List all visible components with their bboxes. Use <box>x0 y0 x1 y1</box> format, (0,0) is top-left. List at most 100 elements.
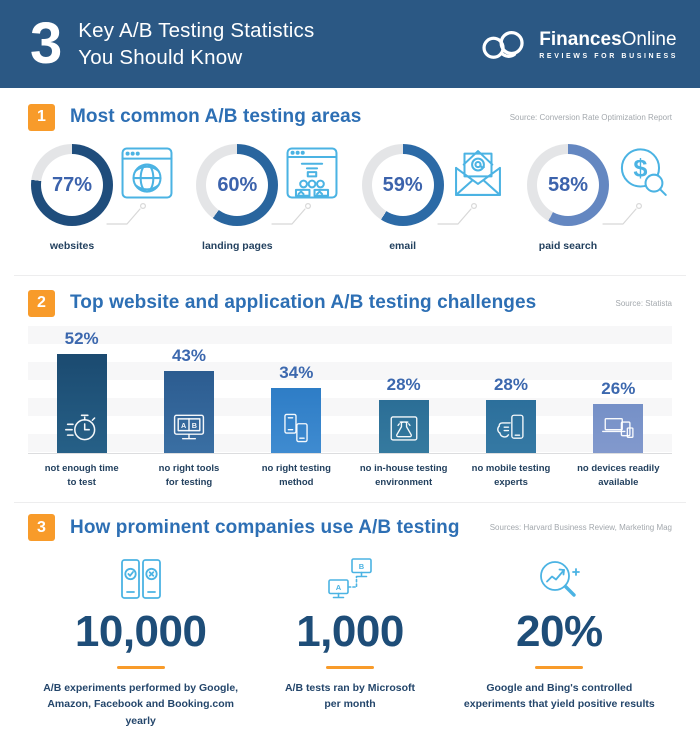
bar-slot: 28% <box>350 326 457 453</box>
section2-source: Source: Statista <box>615 298 672 308</box>
stat-google-bing: 20% Google and Bing's controlled experim… <box>455 553 664 729</box>
label-line: to test <box>67 477 96 489</box>
stat-value: 20% <box>516 606 603 656</box>
connector-line <box>602 202 642 225</box>
stat-description: A/B tests ran by Microsoft per month <box>245 680 454 713</box>
donut-value-email: 59% <box>371 154 434 216</box>
hand-phone-icon <box>497 414 524 439</box>
label-line: no right tools <box>158 463 220 474</box>
bar-no-devices-available <box>593 404 644 453</box>
bar-slot: 43% A B <box>135 326 242 453</box>
stat-icon-wrap <box>455 553 664 603</box>
bar-value-label: 43% <box>171 346 206 365</box>
label-line: no devices readily <box>577 463 660 474</box>
donut-value-paid-search: 58% <box>536 154 599 216</box>
stat-icon-wrap: B A <box>245 553 454 603</box>
stat-icon-wrap <box>36 553 245 603</box>
bar-slot: 34% <box>243 326 350 453</box>
connector-line <box>271 202 312 225</box>
connector-line <box>437 202 477 225</box>
label-line: for testing <box>165 477 213 489</box>
label-line: experts <box>494 477 528 489</box>
section1-title: Most common A/B testing areas <box>70 106 362 127</box>
donut-item-email: 59% email <box>357 144 509 264</box>
page-title: Key A/B Testing Statistics You Should Kn… <box>78 17 314 71</box>
devices-icon <box>602 417 634 439</box>
stat-description: Google and Bing's controlled experiments… <box>455 680 664 713</box>
donut-label-paid-search: paid search <box>538 240 598 252</box>
section-divider <box>14 501 686 503</box>
magnifier-chart-icon <box>540 560 581 597</box>
donut-item-websites: 77% websites <box>26 144 178 264</box>
bar-category-label: no in-house testing environment <box>350 462 457 491</box>
donut-value-landing-pages: 60% <box>206 154 269 216</box>
donut-label-websites: websites <box>49 240 95 252</box>
cloud-logo-icon <box>482 30 524 59</box>
bar-chart-plot: 52% 43% A B <box>28 326 672 454</box>
desc-line: experiments that yield positive results <box>463 698 655 711</box>
label-line: no mobile testing <box>471 463 551 474</box>
bar-not-enough-time <box>56 354 107 453</box>
phones-sync-icon <box>284 413 309 443</box>
desc-line: Amazon, Facebook and Booking.com yearly <box>47 698 235 727</box>
label-line: no in-house testing <box>359 463 448 474</box>
stat-microsoft: B A 1,000 A/B tests ran by Microsoft per… <box>245 553 454 729</box>
paid-search-icon: $ <box>620 148 667 196</box>
header-big-number: 3 <box>30 11 63 76</box>
bar-category-label: no right testing method <box>243 462 350 491</box>
section2-header: 2 Top website and application A/B testin… <box>0 288 700 318</box>
svg-text:B: B <box>192 421 197 430</box>
desc-line: A/B tests ran by Microsoft <box>284 682 416 694</box>
logo-light-part: Online <box>621 28 677 50</box>
desc-line: A/B experiments performed by Google, <box>43 682 239 694</box>
donut-ring-websites: 77% <box>31 144 113 226</box>
bar-value-label: 26% <box>601 379 636 398</box>
stat-description: A/B experiments performed by Google, Ama… <box>36 680 245 729</box>
section2-number-badge: 2 <box>28 289 55 317</box>
bar-value-label: 28% <box>386 375 421 394</box>
section1-source: Source: Conversion Rate Optimization Rep… <box>509 112 672 122</box>
donut-item-landing-pages: 60% landing pages <box>191 144 343 264</box>
bar-value-label: 52% <box>64 329 99 348</box>
label-line: not enough time <box>44 463 119 474</box>
svg-text:B: B <box>359 562 365 571</box>
logo-bold-part: Finances <box>539 28 622 50</box>
donut-value-websites: 77% <box>41 154 103 216</box>
section2-title: Top website and application A/B testing … <box>70 292 537 313</box>
bar-value-label: 28% <box>493 375 528 394</box>
section3-title: How prominent companies use A/B testing <box>70 516 460 538</box>
stat-accent-rule <box>325 665 374 669</box>
svg-text:A: A <box>181 421 186 430</box>
finances-online-logo: FinancesOnline REVIEWS FOR BUSINESS <box>479 25 678 63</box>
stat-accent-rule <box>535 665 584 669</box>
bar-no-inhouse-environment <box>378 400 429 453</box>
stat-value: 10,000 <box>74 606 207 656</box>
section1-number-badge: 1 <box>28 103 55 131</box>
bar-category-label: not enough time to test <box>28 462 135 491</box>
donut-item-paid-search: 58% $ paid search <box>522 144 674 264</box>
donut-ring-landing-pages: 60% <box>196 144 279 226</box>
label-line: no right testing <box>261 463 331 474</box>
section3-source: Sources: Harvard Business Review, Market… <box>489 523 672 532</box>
label-line: method <box>279 477 314 489</box>
section3-number-badge: 3 <box>28 514 55 541</box>
stopwatch-icon <box>64 414 96 441</box>
bar-slot: 52% <box>28 326 135 453</box>
donut-chart-row: 77% websites 60% <box>0 144 700 264</box>
label-line: environment <box>375 477 433 489</box>
stat-google-amazon: 10,000 A/B experiments performed by Goog… <box>36 553 245 729</box>
monitors-ab-icon: B A <box>328 557 372 598</box>
section-divider <box>14 275 686 276</box>
lab-environment-icon <box>390 416 418 441</box>
ab-monitor-icon: A B <box>173 414 205 440</box>
company-stats-row: 10,000 A/B experiments performed by Goog… <box>0 553 700 729</box>
stat-value: 1,000 <box>296 606 404 656</box>
donut-ring-email: 59% <box>361 144 444 226</box>
bar-no-mobile-experts <box>485 400 536 453</box>
donut-label-landing-pages: landing pages <box>202 240 273 252</box>
header-banner: 3 Key A/B Testing Statistics You Should … <box>0 0 700 88</box>
svg-text:A: A <box>336 583 342 592</box>
donut-label-email: email <box>389 240 417 252</box>
page-title-line1: Key A/B Testing Statistics <box>78 18 315 42</box>
